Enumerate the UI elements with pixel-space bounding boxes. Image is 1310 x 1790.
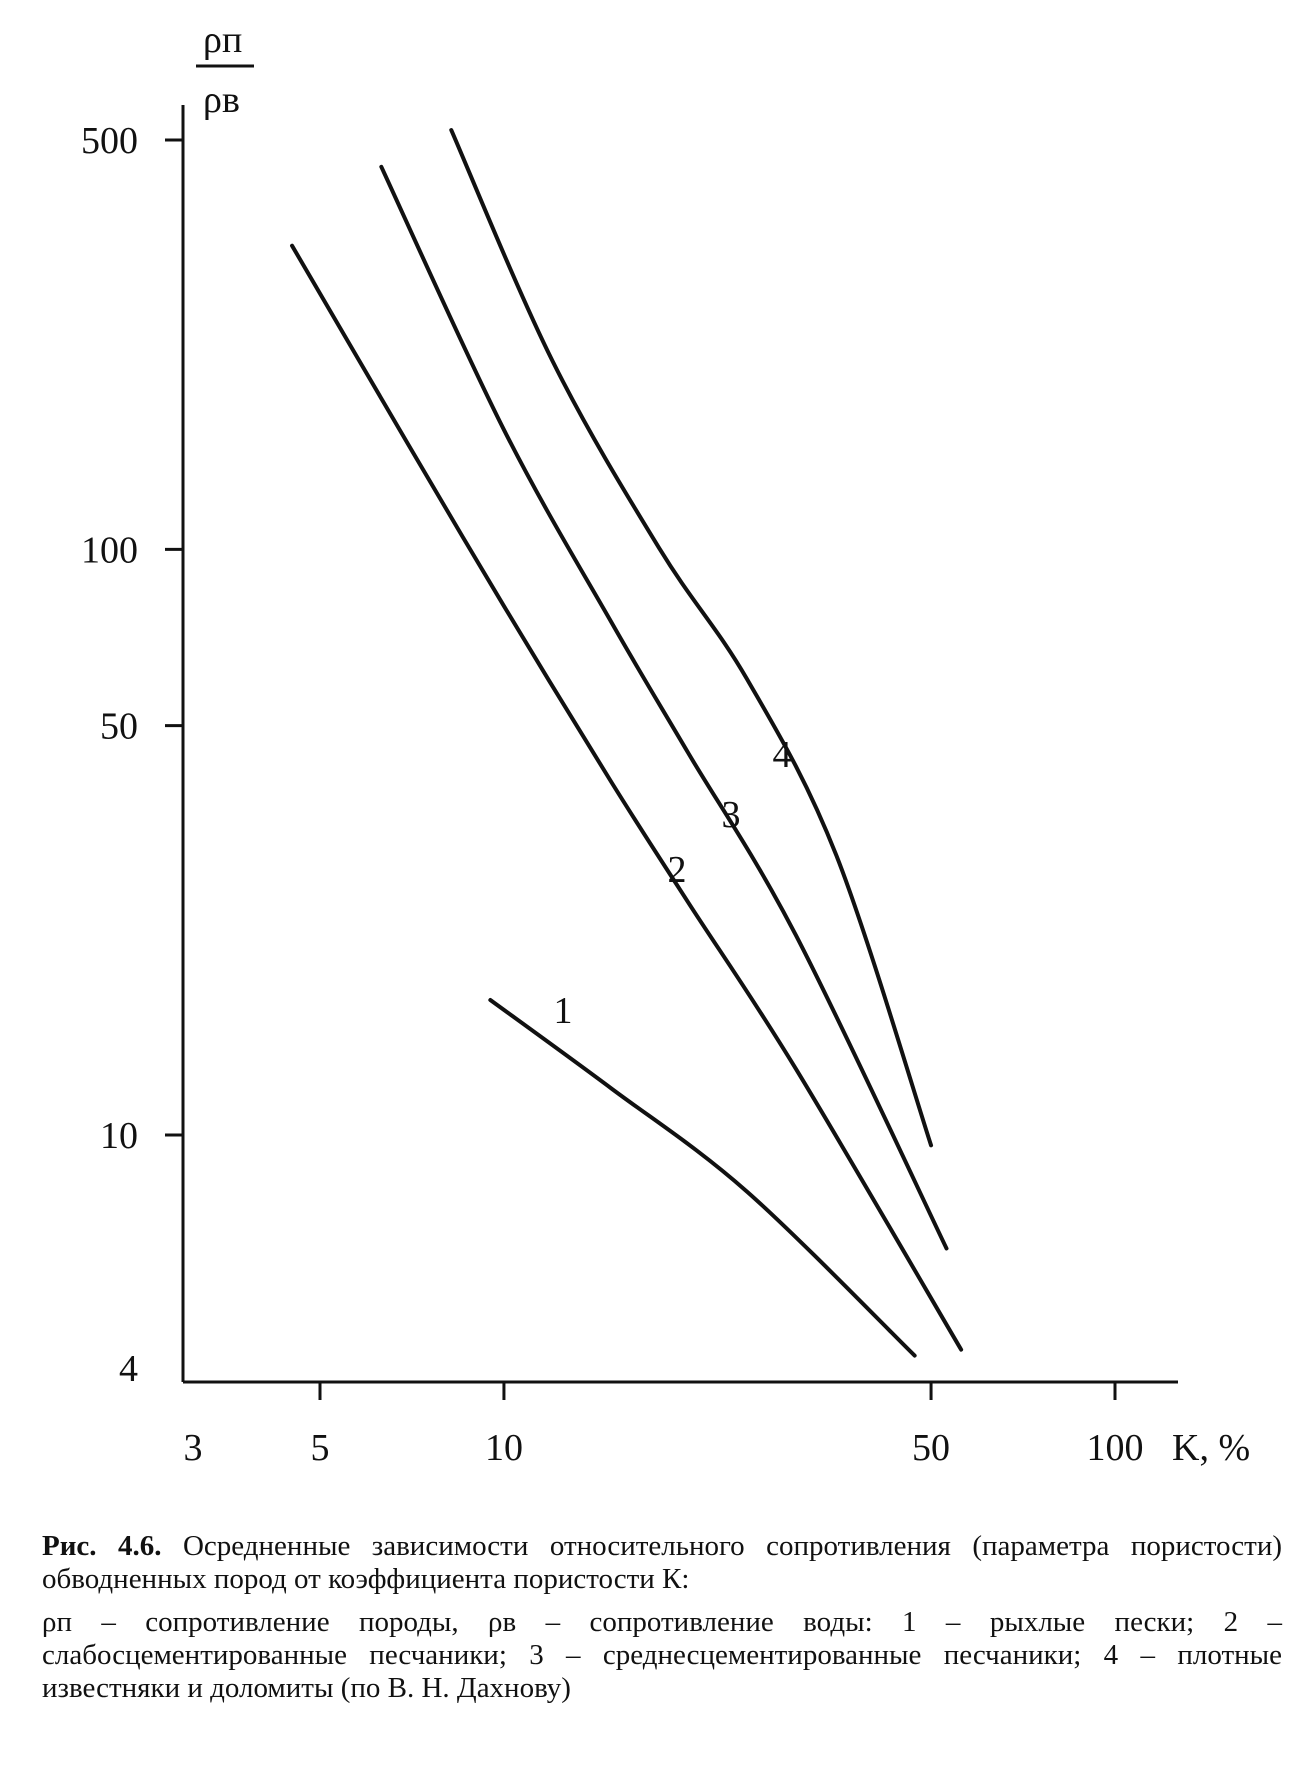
series-3-line: [379, 164, 949, 1251]
series-2-line: [290, 243, 964, 1352]
caption-body: ρп – сопротивление породы, ρв – сопротив…: [42, 1606, 1282, 1704]
figure-caption: Рис. 4.6. Осредненные зависимости относи…: [42, 1530, 1282, 1705]
series-4-line: [449, 128, 934, 1148]
y-tick-label: 100: [81, 529, 138, 571]
x-tick-label: 50: [912, 1427, 950, 1469]
y-tick-label: 4: [119, 1348, 138, 1390]
x-tick-label: 5: [311, 1427, 330, 1469]
y-tick-label: 10: [100, 1115, 138, 1157]
caption-title: Рис. 4.6. Осредненные зависимости относи…: [42, 1530, 1282, 1596]
series-1-label: 1: [554, 990, 573, 1032]
caption-title-text: Осредненные зависимости относительного с…: [42, 1530, 1282, 1595]
x-axis-label: K, %: [1172, 1427, 1250, 1469]
x-tick-label: 100: [1087, 1427, 1144, 1469]
y-axis-label-numerator: ρп: [203, 19, 242, 61]
ticks: 4 10 50 100 500 3 5 10 50 100: [81, 120, 1144, 1469]
y-tick-label: 50: [100, 706, 138, 748]
x-tick-label: 10: [485, 1427, 523, 1469]
labels: K, % ρп ρв 1 234: [196, 19, 1250, 1469]
series-2-label: 2: [668, 849, 687, 891]
y-axis-label-denominator: ρв: [203, 79, 240, 121]
x-tick-label: 3: [184, 1427, 203, 1469]
y-tick-label: 500: [81, 120, 138, 162]
series-1-line: [488, 998, 917, 1358]
chart-area: 4 10 50 100 500 3 5 10 50 100 K, % ρп ρв 1 2 3 4: [81, 19, 1250, 1469]
series-4-label: 4: [773, 734, 792, 776]
curves: [290, 128, 964, 1358]
caption-lead: Рис. 4.6.: [42, 1530, 162, 1562]
series-3-label: 3: [722, 794, 741, 836]
axes: [181, 105, 1178, 1384]
